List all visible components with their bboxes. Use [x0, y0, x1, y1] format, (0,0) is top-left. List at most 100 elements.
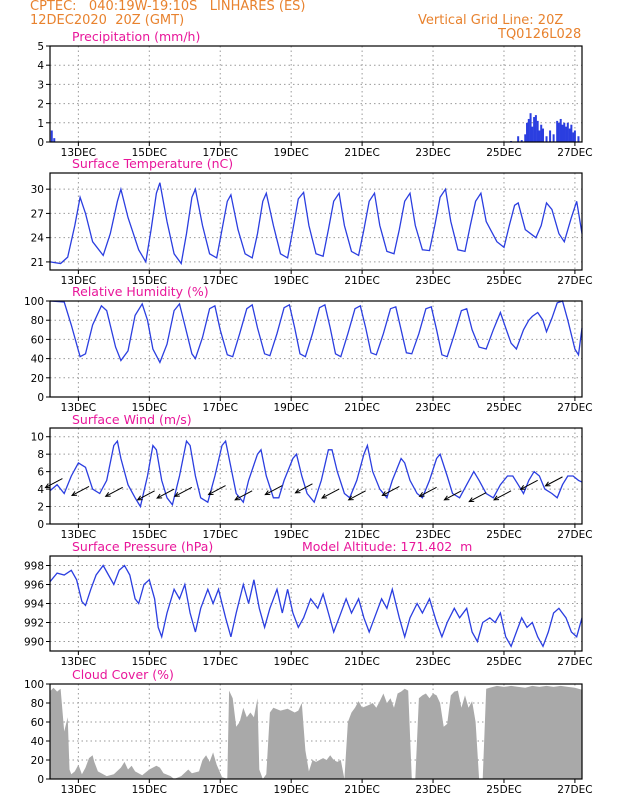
humidity-line	[49, 300, 583, 364]
pressure-title: Surface Pressure (hPa)	[70, 539, 216, 554]
cloud-area	[50, 685, 582, 779]
pressure-ytick-label: 996	[24, 580, 44, 592]
pressure-xtick-label: 21DEC	[344, 656, 379, 668]
pressure-xtick-label: 13DEC	[61, 656, 96, 668]
pressure-ytick-label: 990	[24, 637, 44, 649]
precip-ytick-label: 4	[37, 60, 44, 72]
humidity-xtick-label: 25DEC	[486, 402, 521, 414]
precip-bar	[540, 124, 543, 142]
wind-vector	[493, 490, 512, 501]
wind-xtick-label: 23DEC	[415, 529, 450, 541]
precip-bar	[561, 124, 564, 142]
wind-vector-head	[544, 481, 551, 487]
wind-vector-head	[347, 495, 354, 501]
cloud-xtick-label: 19DEC	[273, 784, 308, 796]
wind-vector-head	[173, 492, 180, 497]
pressure-ytick-label: 992	[24, 618, 44, 630]
precip-bar	[541, 128, 544, 142]
pressure-xtick-label: 17DEC	[203, 656, 238, 668]
precip-bar	[517, 136, 520, 142]
humidity-ytick-label: 0	[37, 392, 44, 404]
wind-vector	[265, 485, 283, 496]
temperature-xtick-label: 17DEC	[203, 275, 238, 287]
wind-vector-head	[443, 495, 450, 501]
pressure-line	[49, 564, 583, 648]
humidity-ytick-label: 80	[31, 315, 44, 327]
cloud-xtick-label: 17DEC	[203, 784, 238, 796]
humidity-ytick-label: 20	[31, 373, 44, 385]
wind-title: Surface Wind (m/s)	[70, 412, 194, 427]
wind-ytick-label: 8	[37, 449, 44, 461]
wind-ytick-label: 2	[37, 502, 44, 514]
humidity-xtick-label: 17DEC	[203, 402, 238, 414]
cloud-ytick-label: 80	[31, 698, 44, 710]
humidity-ytick-label: 60	[31, 334, 44, 346]
precip-bar	[568, 128, 571, 142]
precip-bar	[534, 115, 537, 142]
precip-bar	[538, 130, 541, 142]
cloud-xtick-label: 21DEC	[344, 784, 379, 796]
precip-bar	[577, 136, 580, 142]
precip-ytick-label: 0	[37, 137, 44, 149]
precip-bar	[520, 140, 523, 142]
wind-xtick-label: 27DEC	[557, 529, 592, 541]
precip-bar	[563, 122, 566, 142]
pressure-xtick-label: 25DEC	[486, 656, 521, 668]
wind-vector-head	[207, 490, 214, 496]
pressure-ytick-label: 994	[24, 599, 44, 611]
temperature-xtick-label: 25DEC	[486, 275, 521, 287]
header-date: 12DEC2020 20Z (GMT)	[30, 13, 185, 28]
cloud-ytick-label: 40	[31, 736, 44, 748]
wind-vector	[71, 486, 90, 496]
precip-bar	[566, 122, 569, 142]
wind-vector-head	[381, 491, 388, 497]
humidity-ytick-label: 100	[24, 296, 44, 308]
precip-ytick-label: 3	[37, 79, 44, 91]
wind-vector	[382, 486, 400, 496]
precip-bar	[526, 122, 529, 142]
wind-ytick-label: 6	[37, 467, 44, 479]
wind-xtick-label: 13DEC	[61, 529, 96, 541]
wind-vector-head	[234, 495, 241, 501]
cloud-ytick-label: 20	[31, 755, 44, 767]
precip-bar	[556, 120, 559, 142]
temperature-xtick-label: 19DEC	[273, 275, 308, 287]
humidity-xtick-label: 15DEC	[132, 402, 167, 414]
humidity-xtick-label: 19DEC	[273, 402, 308, 414]
precip-xtick-label: 27DEC	[557, 147, 592, 159]
wind-vector-head	[294, 488, 301, 494]
precip-bar	[565, 126, 568, 142]
temperature-line	[49, 182, 583, 266]
humidity-xtick-label: 23DEC	[415, 402, 450, 414]
wind-line	[49, 439, 583, 509]
cloud-xtick-label: 13DEC	[61, 784, 96, 796]
temperature-xtick-label: 21DEC	[344, 275, 379, 287]
wind-xtick-label: 21DEC	[344, 529, 379, 541]
humidity-title: Relative Humidity (%)	[70, 284, 211, 299]
cloud-ytick-label: 100	[24, 679, 44, 691]
pressure-xtick-label: 15DEC	[132, 656, 167, 668]
cloud-xtick-label: 25DEC	[486, 784, 521, 796]
wind-vector	[419, 486, 437, 497]
wind-panel: 0 2 4 6 8 10 13DEC 15DEC 17DEC 19DEC 21DEC 23DEC 25D…	[31, 427, 593, 541]
wind-ytick-label: 10	[31, 432, 44, 444]
temperature-title: Surface Temperature (nC)	[70, 156, 236, 171]
precip-xtick-label: 21DEC	[344, 147, 379, 159]
humidity-xtick-label: 21DEC	[344, 402, 379, 414]
precip-bar	[529, 113, 532, 142]
wind-vector	[469, 492, 487, 503]
wind-ytick-label: 0	[37, 519, 44, 531]
precip-xtick-label: 25DEC	[486, 147, 521, 159]
humidity-xtick-label: 27DEC	[557, 402, 592, 414]
precip-bar	[50, 130, 53, 142]
humidity-frame	[49, 300, 583, 398]
precip-bar	[552, 134, 555, 142]
temperature-ytick-label: 21	[31, 257, 44, 269]
wind-vector	[174, 486, 193, 497]
precip-bar	[572, 132, 575, 142]
wind-vector-head	[468, 497, 475, 503]
wind-vector	[137, 490, 155, 501]
humidity-ytick-label: 40	[31, 354, 44, 366]
